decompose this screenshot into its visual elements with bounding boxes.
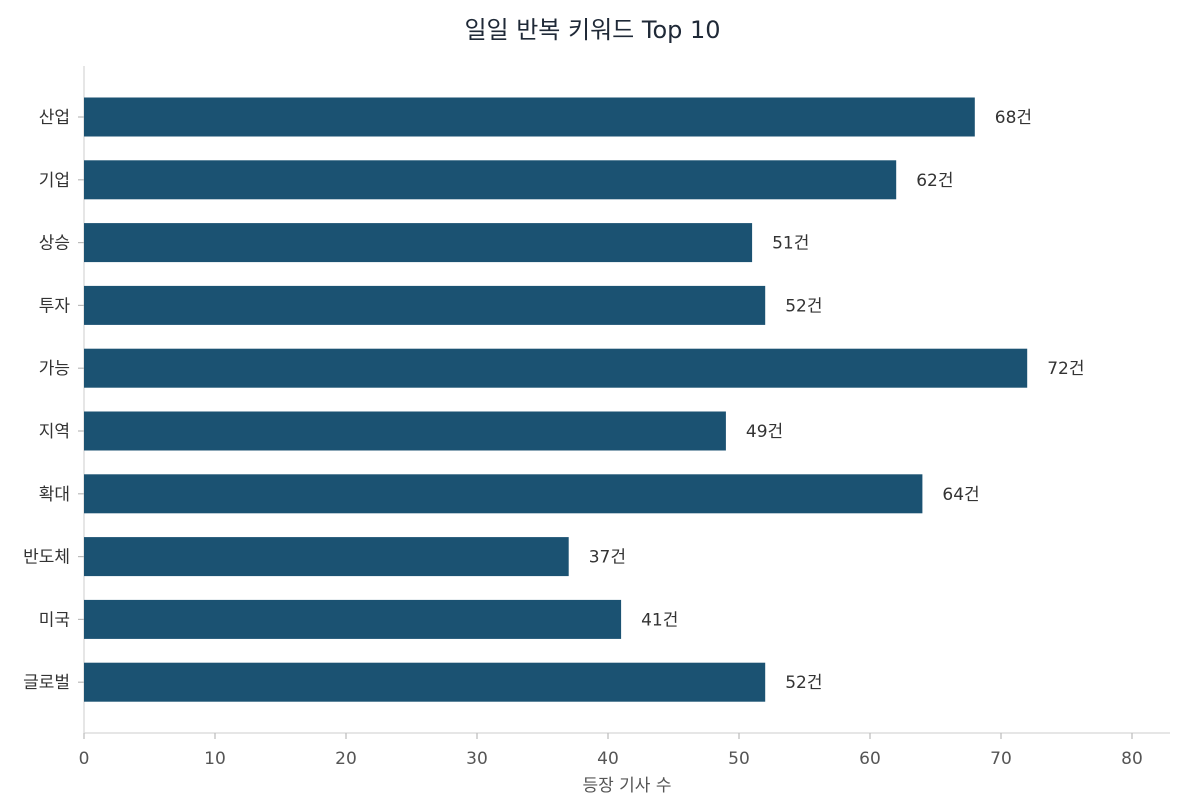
y-tick-label: 가능 [39, 359, 70, 379]
y-tick-label: 글로벌 [23, 673, 70, 693]
y-tick-label: 산업 [39, 108, 70, 128]
bar [84, 537, 569, 577]
bar [84, 599, 622, 639]
x-tick-label: 20 [335, 749, 357, 769]
x-tick-label: 60 [859, 749, 881, 769]
data-label: 37건 [589, 548, 626, 568]
bar [84, 285, 766, 325]
x-tick-label: 70 [990, 749, 1012, 769]
x-tick-label: 80 [1121, 749, 1143, 769]
y-tick-label: 기업 [39, 171, 70, 191]
x-tick-label: 30 [466, 749, 488, 769]
data-label: 68건 [995, 108, 1032, 128]
x-axis-title: 등장 기사 수 [582, 776, 671, 796]
data-label: 72건 [1047, 359, 1084, 379]
bar [84, 97, 975, 137]
chart-title: 일일 반복 키워드 Top 10 [464, 16, 721, 44]
bar [84, 662, 766, 702]
y-tick-label: 지역 [39, 422, 70, 442]
x-tick-label: 10 [204, 749, 226, 769]
y-tick-label: 반도체 [23, 548, 70, 568]
data-label: 51건 [772, 234, 809, 254]
data-label: 62건 [916, 171, 953, 191]
y-tick-label: 상승 [39, 234, 70, 254]
x-tick-label: 50 [728, 749, 750, 769]
data-label: 64건 [942, 485, 979, 505]
data-label: 52건 [785, 673, 822, 693]
x-tick-label: 40 [597, 749, 619, 769]
y-tick-label: 투자 [39, 296, 71, 316]
y-tick-label: 미국 [39, 610, 70, 630]
bar [84, 223, 753, 263]
data-label: 52건 [785, 296, 822, 316]
bar [84, 474, 923, 514]
bar [84, 348, 1028, 388]
x-tick-label: 0 [79, 749, 90, 769]
data-label: 49건 [746, 422, 783, 442]
bar [84, 411, 726, 451]
y-tick-label: 확대 [39, 485, 70, 505]
bar [84, 160, 897, 200]
data-label: 41건 [641, 610, 678, 630]
